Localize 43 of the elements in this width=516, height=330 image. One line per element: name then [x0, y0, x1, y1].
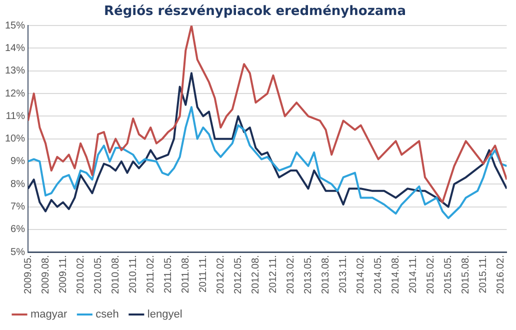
x-tick-label: 2010.02. — [75, 255, 86, 294]
y-tick-label: 5% — [10, 246, 26, 258]
x-tick-label: 2013.02. — [285, 255, 296, 294]
x-tick-label: 2015.08. — [460, 255, 472, 294]
x-tick-label: 2015.11. — [478, 255, 490, 294]
x-tick-label: 2012.08. — [250, 255, 262, 294]
legend-label: cseh — [96, 308, 119, 321]
y-tick-label: 7% — [10, 202, 26, 213]
x-tick-label: 2013.05. — [302, 255, 314, 294]
x-tick-label: 2014.08. — [390, 255, 402, 294]
x-tick-label: 2013.11. — [338, 255, 350, 294]
y-tick-label: 12% — [5, 88, 26, 100]
x-tick-label: 2011.05. — [162, 255, 174, 294]
x-tick-label: 2012.11. — [268, 255, 279, 294]
chart-title: Régiós részvénypiacok eredményhozama — [104, 4, 406, 20]
x-tick-label: 2016.02. — [496, 255, 507, 294]
x-tick-label: 2012.05. — [232, 255, 244, 294]
x-tick-label: 2014.05. — [373, 255, 384, 294]
x-tick-label: 2012.02. — [215, 255, 226, 294]
x-tick-label: 2015.02. — [426, 255, 437, 294]
x-tick-label: 2011.02. — [145, 255, 156, 294]
x-tick-label: 2011.11. — [198, 255, 209, 293]
x-tick-label: 2014.02. — [356, 255, 367, 294]
x-tick-label: 2011.08. — [180, 255, 192, 294]
legend-label: lengyel — [147, 308, 182, 321]
y-tick-label: 8% — [10, 178, 26, 190]
y-tick-label: 15% — [5, 20, 26, 32]
y-tick-label: 10% — [5, 134, 26, 145]
y-tick-label: 9% — [10, 156, 26, 168]
x-tick-label: 2010.08. — [110, 255, 122, 294]
x-tick-label: 2015.05. — [443, 255, 454, 294]
y-tick-label: 11% — [6, 110, 26, 122]
x-tick-label: 2009.11. — [58, 255, 69, 294]
y-tick-label: 6% — [10, 224, 26, 236]
x-tick-label: 2009.08. — [40, 255, 52, 294]
x-tick-label: 2009.05. — [22, 255, 34, 294]
y-tick-label: 14% — [5, 42, 26, 54]
legend-label: magyar — [30, 308, 68, 321]
y-tick-label: 13% — [5, 66, 26, 77]
x-tick-label: 2014.11. — [408, 255, 420, 294]
x-tick-label: 2010.05. — [92, 255, 104, 294]
x-tick-label: 2013.08. — [320, 255, 332, 294]
x-tick-label: 2010.11. — [128, 255, 139, 294]
